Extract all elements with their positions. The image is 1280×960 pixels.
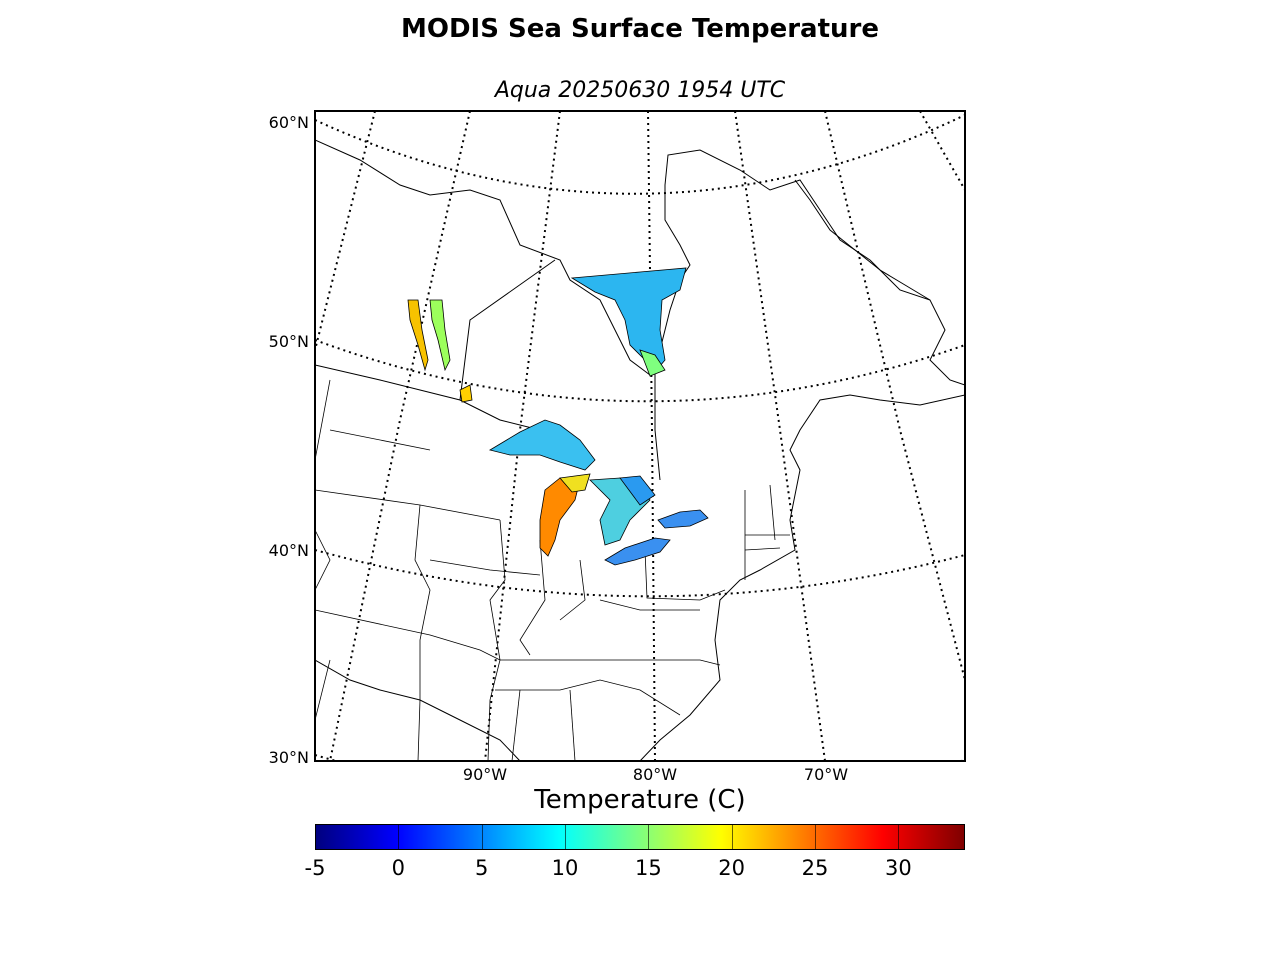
chart-subtitle: Aqua 20250630 1954 UTC <box>494 78 786 103</box>
sst-data <box>407 267 709 566</box>
colorbar-tick-mark <box>565 824 566 850</box>
sst-lake-manitoba <box>429 299 451 372</box>
colorbar-tick-mark <box>898 824 900 850</box>
colorbar-tick-mark <box>481 824 483 850</box>
coastlines <box>315 139 965 761</box>
lat-label-50: 50°N <box>269 332 309 351</box>
colorbar-tick-mark <box>398 824 400 850</box>
colorbar-tick-mark <box>315 824 316 850</box>
map-frame <box>314 110 966 762</box>
colorbar-tick-mark <box>648 824 650 850</box>
colorbar-tick-mark <box>815 824 816 850</box>
sst-georgian-bay <box>619 475 656 506</box>
sst-james-bay <box>570 267 687 373</box>
colorbar-tick-mark <box>731 824 733 850</box>
colorbar-tick-label: 0 <box>391 856 406 880</box>
state-borders <box>315 379 790 761</box>
lon-label-90w: 90°W <box>463 765 507 784</box>
sst-lake-ontario <box>657 509 709 529</box>
sst-james-bay-south <box>639 349 666 377</box>
sst-lake-winnipeg <box>407 299 429 372</box>
sst-green-bay <box>559 473 591 493</box>
colorbar-tick-label: 15 <box>634 856 662 880</box>
colorbar-tick-label: 30 <box>884 856 912 880</box>
map-content <box>315 111 965 761</box>
graticule <box>315 111 965 761</box>
colorbar-tick-label: 5 <box>474 856 489 880</box>
sst-lake-erie <box>604 537 671 566</box>
colorbar-tick-label: -5 <box>304 856 326 880</box>
lon-labels: 90°W 80°W 70°W <box>463 765 848 784</box>
lat-labels: 60°N 50°N 40°N 30°N <box>269 113 309 767</box>
lon-label-70w: 70°W <box>804 765 848 784</box>
sst-small-lake <box>459 384 473 403</box>
colorbar-tick-label: 10 <box>551 856 579 880</box>
colorbar-tick-label: 25 <box>801 856 829 880</box>
sst-lake-superior <box>488 419 596 471</box>
lat-label-60: 60°N <box>269 113 309 132</box>
colorbar <box>315 824 965 850</box>
lat-label-40: 40°N <box>269 541 309 560</box>
chart-title: MODIS Sea Surface Temperature <box>401 14 879 44</box>
lat-label-30: 30°N <box>269 748 309 767</box>
lon-label-80w: 80°W <box>633 765 677 784</box>
colorbar-title: Temperature (C) <box>534 785 746 815</box>
colorbar-tick-label: 20 <box>718 856 746 880</box>
